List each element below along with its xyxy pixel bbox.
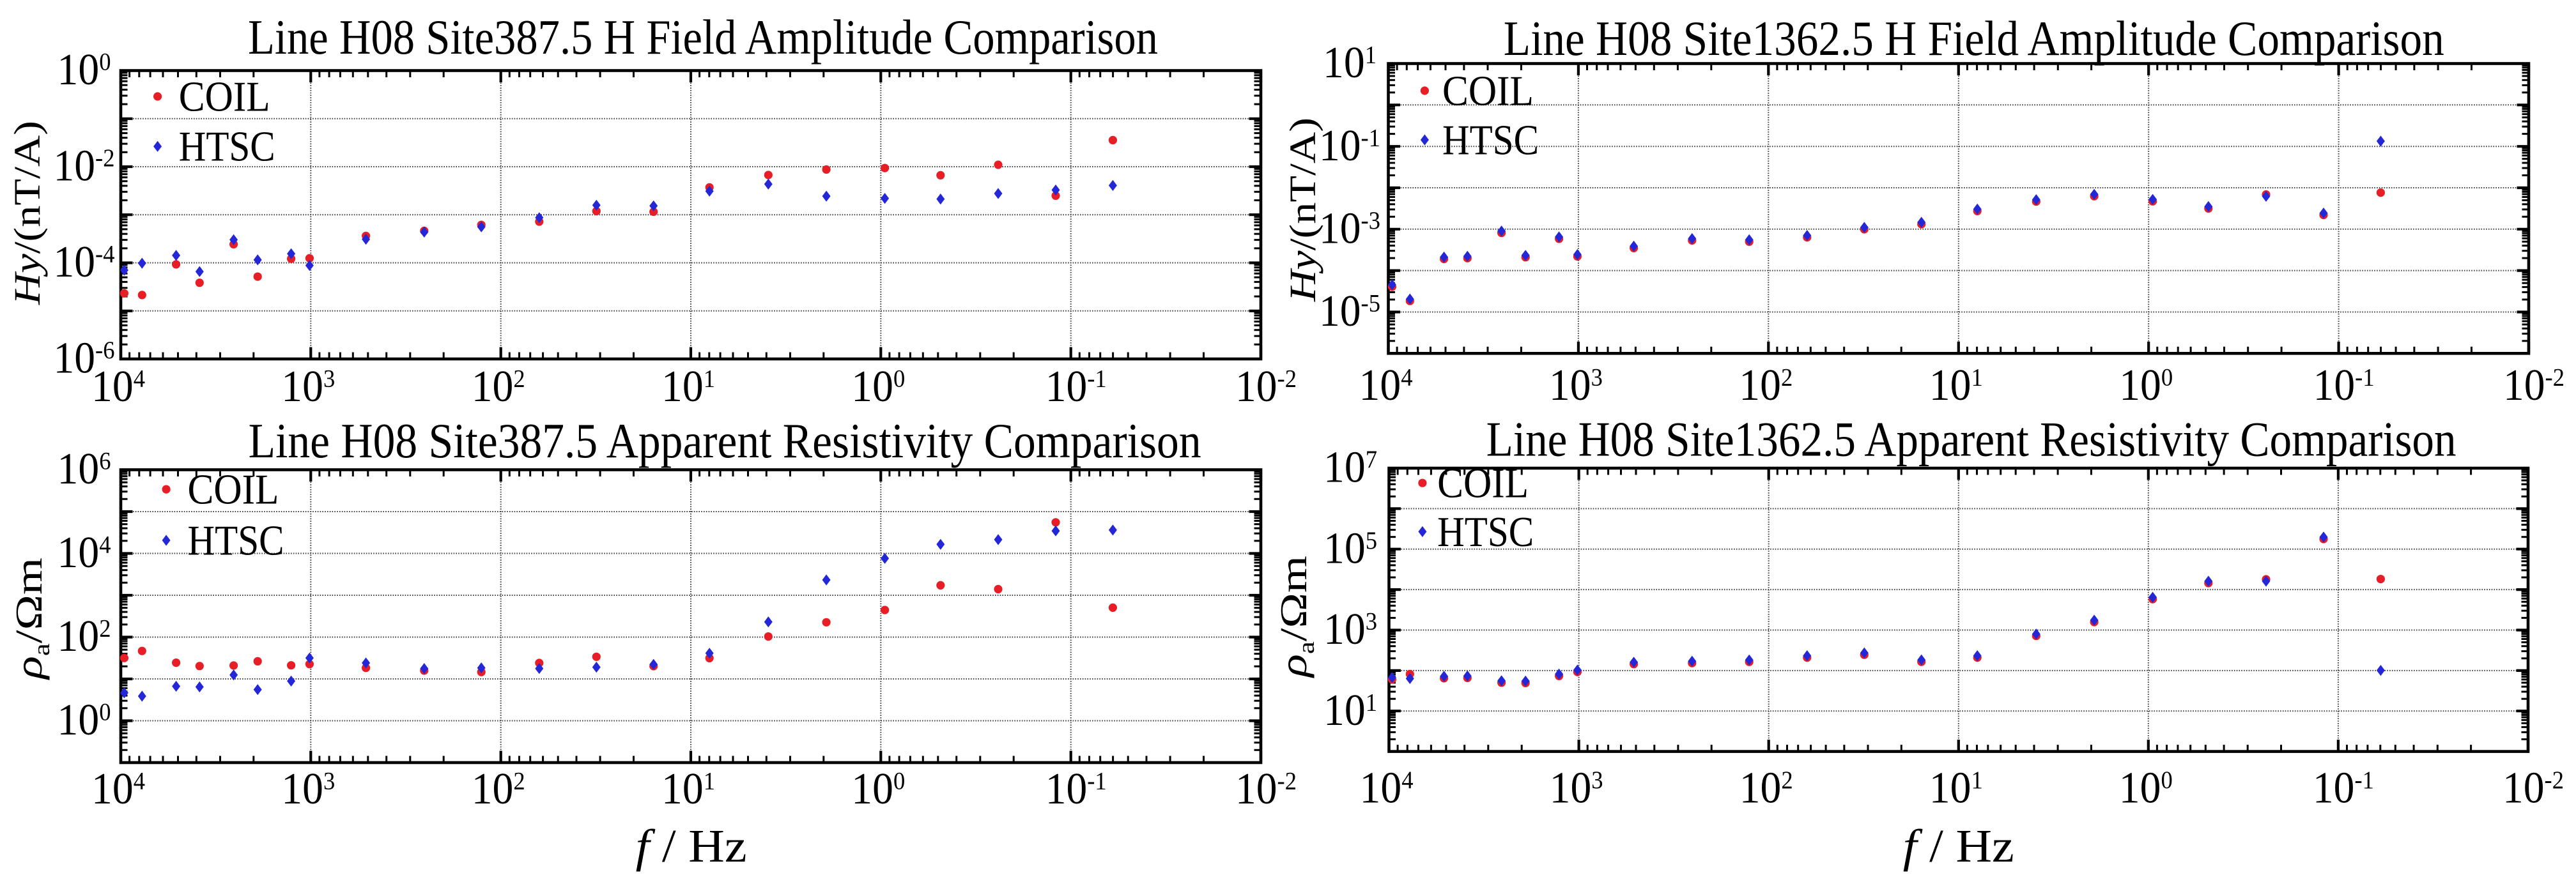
svg-text:Hy/(nT/A): Hy/(nT/A) <box>1282 118 1323 302</box>
svg-text:HTSC: HTSC <box>1442 116 1539 164</box>
svg-text:102: 102 <box>472 362 525 411</box>
svg-text:HTSC: HTSC <box>1437 508 1534 556</box>
svg-text:Hy/(nT/A): Hy/(nT/A) <box>6 121 48 305</box>
svg-text:10-1: 10-1 <box>1045 362 1107 411</box>
svg-text:Line H08 Site1362.5 Apparent R: Line H08 Site1362.5 Apparent Resistivity… <box>1486 411 2456 466</box>
svg-text:Line H08 Site387.5 Apparent Re: Line H08 Site387.5 Apparent Resistivity … <box>249 413 1201 468</box>
svg-text:COIL: COIL <box>1442 67 1534 114</box>
svg-text:10-6: 10-6 <box>54 334 115 383</box>
svg-text:COIL: COIL <box>188 466 279 514</box>
svg-text:COIL: COIL <box>1437 460 1529 507</box>
svg-text:COIL: COIL <box>179 73 270 121</box>
svg-text:104: 104 <box>91 362 145 411</box>
svg-text:100: 100 <box>58 696 111 745</box>
svg-text:f / Hz: f / Hz <box>636 820 747 872</box>
svg-text:10-2: 10-2 <box>54 142 115 191</box>
svg-text:Line H08 Site1362.5 H Field Am: Line H08 Site1362.5 H Field Amplitude Co… <box>1504 11 2444 66</box>
svg-text:103: 103 <box>281 765 335 814</box>
svg-text:104: 104 <box>1360 764 1414 813</box>
svg-text:10-1: 10-1 <box>2313 361 2375 410</box>
svg-text:ρa/Ωm: ρa/Ωm <box>8 558 54 680</box>
svg-text:f / Hz: f / Hz <box>1903 820 2014 872</box>
svg-text:ρa/Ωm: ρa/Ωm <box>1273 556 1319 678</box>
svg-text:Line H08 Site387.5 H Field Amp: Line H08 Site387.5 H Field Amplitude Com… <box>248 10 1158 65</box>
svg-text:HTSC: HTSC <box>179 123 275 171</box>
svg-text:HTSC: HTSC <box>188 517 284 564</box>
svg-text:10-1: 10-1 <box>1319 121 1380 171</box>
svg-text:102: 102 <box>1739 361 1793 410</box>
svg-text:102: 102 <box>58 612 111 661</box>
